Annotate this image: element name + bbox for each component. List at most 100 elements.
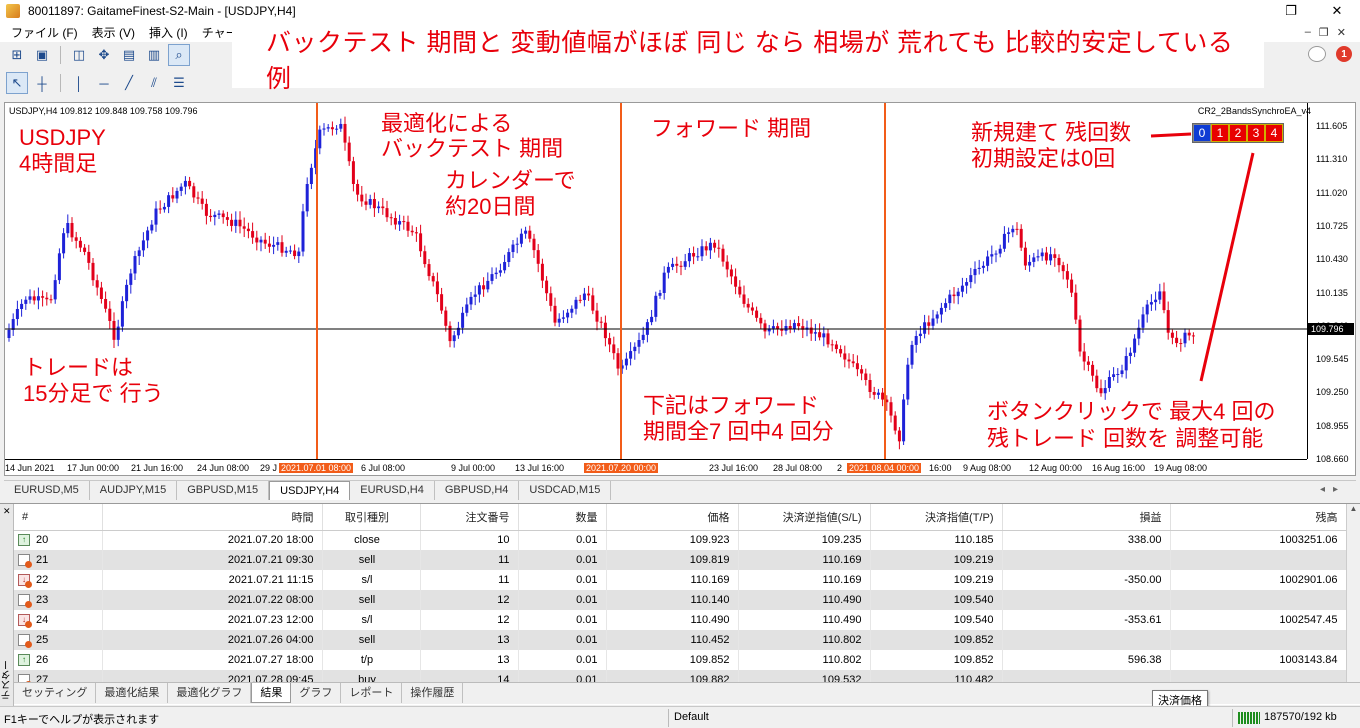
candle-body bbox=[532, 238, 536, 251]
column-header[interactable]: 注文番号 bbox=[420, 504, 519, 531]
pending-order-icon bbox=[18, 594, 32, 609]
table-row[interactable]: ↓ 22 2021.07.21 11:15 s/l 11 0.01 110.169 110.1… bbox=[14, 570, 1347, 590]
column-header[interactable]: 残高 bbox=[1170, 504, 1347, 531]
chat-icon[interactable] bbox=[1308, 46, 1326, 62]
menu-chart[interactable]: チャー bbox=[201, 25, 238, 40]
column-header[interactable]: # bbox=[14, 504, 103, 531]
symbol-tab[interactable]: EURUSD,M5 bbox=[4, 481, 90, 500]
vertical-line-icon[interactable]: │ bbox=[74, 75, 84, 91]
tester-tab[interactable]: 結果 bbox=[251, 683, 292, 703]
trendline-icon[interactable]: ╱ bbox=[125, 75, 133, 90]
symbol-tab[interactable]: EURUSD,H4 bbox=[350, 481, 435, 500]
candle-body bbox=[427, 264, 431, 277]
candle-body bbox=[923, 322, 927, 334]
column-header[interactable]: 決済指値(T/P) bbox=[870, 504, 1003, 531]
notification-badge[interactable]: 1 bbox=[1336, 46, 1352, 62]
close-panel-icon[interactable]: ✕ bbox=[3, 506, 11, 516]
close-child-icon[interactable]: ✕ bbox=[1336, 26, 1346, 39]
count-button-4[interactable]: 4 bbox=[1265, 124, 1283, 142]
table-row[interactable]: ↑ 20 2021.07.20 18:00 close 10 0.01 109.923 109… bbox=[14, 530, 1347, 550]
candle-body bbox=[700, 246, 704, 257]
results-scrollbar[interactable]: ▲ bbox=[1346, 504, 1360, 684]
candle-body bbox=[322, 128, 326, 130]
minimize-icon[interactable]: ‒ bbox=[1304, 25, 1311, 38]
horizontal-line-icon[interactable]: ─ bbox=[99, 75, 109, 91]
candle-body bbox=[62, 233, 66, 254]
column-header[interactable]: 時間 bbox=[102, 504, 323, 531]
candle-body bbox=[725, 261, 729, 270]
menu-file[interactable]: ファイル (F) bbox=[11, 25, 78, 40]
remaining-count-buttons: 0 1 2 3 4 bbox=[1192, 123, 1284, 143]
candle-body bbox=[986, 256, 990, 266]
table-cell: 1003143.84 bbox=[1170, 650, 1347, 670]
close-icon[interactable]: ✕ bbox=[1331, 3, 1343, 18]
table-cell: 11 bbox=[420, 550, 519, 570]
menu-insert[interactable]: 挿入 (I) bbox=[149, 25, 188, 40]
candle-body bbox=[448, 325, 452, 342]
restore-child-icon[interactable]: ❐ bbox=[1318, 26, 1329, 39]
data-window-icon[interactable]: ▤ bbox=[122, 47, 136, 62]
candle-body bbox=[209, 215, 213, 218]
table-cell: -350.00 bbox=[1002, 570, 1171, 590]
tab-scroll-arrows[interactable]: ◂▸ bbox=[1319, 484, 1346, 495]
time-tick-label: 14 Jun 2021 bbox=[5, 463, 55, 473]
annotation-symbol: USDJPY bbox=[19, 125, 106, 150]
candle-body bbox=[503, 262, 507, 271]
candle-body bbox=[251, 231, 255, 238]
candle-body bbox=[95, 280, 99, 288]
candle-body bbox=[1036, 256, 1040, 258]
column-header[interactable]: 損益 bbox=[1002, 504, 1171, 531]
table-row[interactable]: 25 2021.07.26 04:00 sell 13 0.01 110.452 110.8… bbox=[14, 630, 1347, 650]
table-row[interactable]: 23 2021.07.22 08:00 sell 12 0.01 110.140 110.4… bbox=[14, 590, 1347, 610]
market-watch-icon[interactable]: ◫ bbox=[72, 47, 86, 62]
tester-tab[interactable]: グラフ bbox=[291, 683, 342, 703]
tester-tab[interactable]: 操作履歴 bbox=[402, 683, 464, 703]
tester-tab[interactable]: 最適化グラフ bbox=[168, 683, 252, 703]
crosshair-icon[interactable]: ┼ bbox=[37, 75, 47, 91]
candlestick-plot[interactable] bbox=[5, 103, 1307, 459]
candle-body bbox=[629, 351, 633, 359]
count-button-0[interactable]: 0 bbox=[1193, 124, 1211, 142]
navigator-icon[interactable]: ✥ bbox=[98, 47, 110, 62]
new-chart-icon[interactable]: ⊞ bbox=[11, 47, 23, 62]
scroll-up-icon[interactable]: ▲ bbox=[1349, 504, 1358, 513]
price-tick-label: 109.545 bbox=[1316, 354, 1349, 365]
table-cell: 110.169 bbox=[738, 570, 871, 590]
tester-tab[interactable]: セッティング bbox=[14, 683, 97, 703]
menu-view[interactable]: 表示 (V) bbox=[91, 25, 136, 40]
annotation-new-entries-2: 初期設定は0回 bbox=[971, 146, 1116, 171]
count-button-1[interactable]: 1 bbox=[1211, 124, 1229, 142]
candle-body bbox=[45, 297, 49, 300]
terminal-icon[interactable]: ▥ bbox=[147, 47, 161, 62]
channel-icon[interactable]: ⫽ bbox=[151, 75, 157, 90]
candle-body bbox=[1086, 361, 1090, 365]
symbol-tab[interactable]: GBPUSD,H4 bbox=[435, 481, 520, 500]
table-row[interactable]: ↓ 24 2021.07.23 12:00 s/l 12 0.01 110.490 110.4… bbox=[14, 610, 1347, 630]
column-header[interactable]: 価格 bbox=[606, 504, 739, 531]
time-axis: 14 Jun 2021 17 Jun 00:00 21 Jun 16:00 24 Ju… bbox=[5, 459, 1307, 475]
restore-icon[interactable]: ❐ bbox=[1285, 3, 1297, 18]
count-button-2[interactable]: 2 bbox=[1229, 124, 1247, 142]
count-button-3[interactable]: 3 bbox=[1247, 124, 1265, 142]
table-row[interactable]: ↑ 26 2021.07.27 18:00 t/p 13 0.01 109.852 110.8… bbox=[14, 650, 1347, 670]
column-header[interactable]: 決済逆指値(S/L) bbox=[738, 504, 871, 531]
symbol-tab[interactable]: USDCAD,M15 bbox=[519, 481, 612, 500]
profiles-icon[interactable]: ▣ bbox=[35, 47, 49, 62]
column-header[interactable]: 数量 bbox=[518, 504, 607, 531]
fibonacci-icon[interactable]: ☰ bbox=[173, 75, 185, 90]
strategy-tester-icon[interactable]: ⌕ bbox=[168, 44, 190, 66]
candle-body bbox=[74, 237, 78, 241]
table-row[interactable]: 21 2021.07.21 09:30 sell 11 0.01 109.819 110.1… bbox=[14, 550, 1347, 570]
candle-body bbox=[91, 262, 95, 281]
symbol-tab[interactable]: USDJPY,H4 bbox=[269, 481, 351, 500]
symbol-tab[interactable]: GBPUSD,M15 bbox=[177, 481, 270, 500]
price-chart[interactable]: USDJPY,H4 109.812 109.848 109.758 109.79… bbox=[4, 102, 1356, 476]
candle-body bbox=[729, 269, 733, 277]
symbol-tab[interactable]: AUDJPY,M15 bbox=[90, 481, 178, 500]
candle-body bbox=[473, 294, 477, 297]
tester-tab[interactable]: レポート bbox=[341, 683, 403, 703]
table-cell: 596.38 bbox=[1002, 650, 1171, 670]
column-header[interactable]: 取引種別 bbox=[322, 504, 421, 531]
cursor-icon[interactable]: ↖ bbox=[6, 72, 28, 94]
tester-tab[interactable]: 最適化結果 bbox=[96, 683, 169, 703]
